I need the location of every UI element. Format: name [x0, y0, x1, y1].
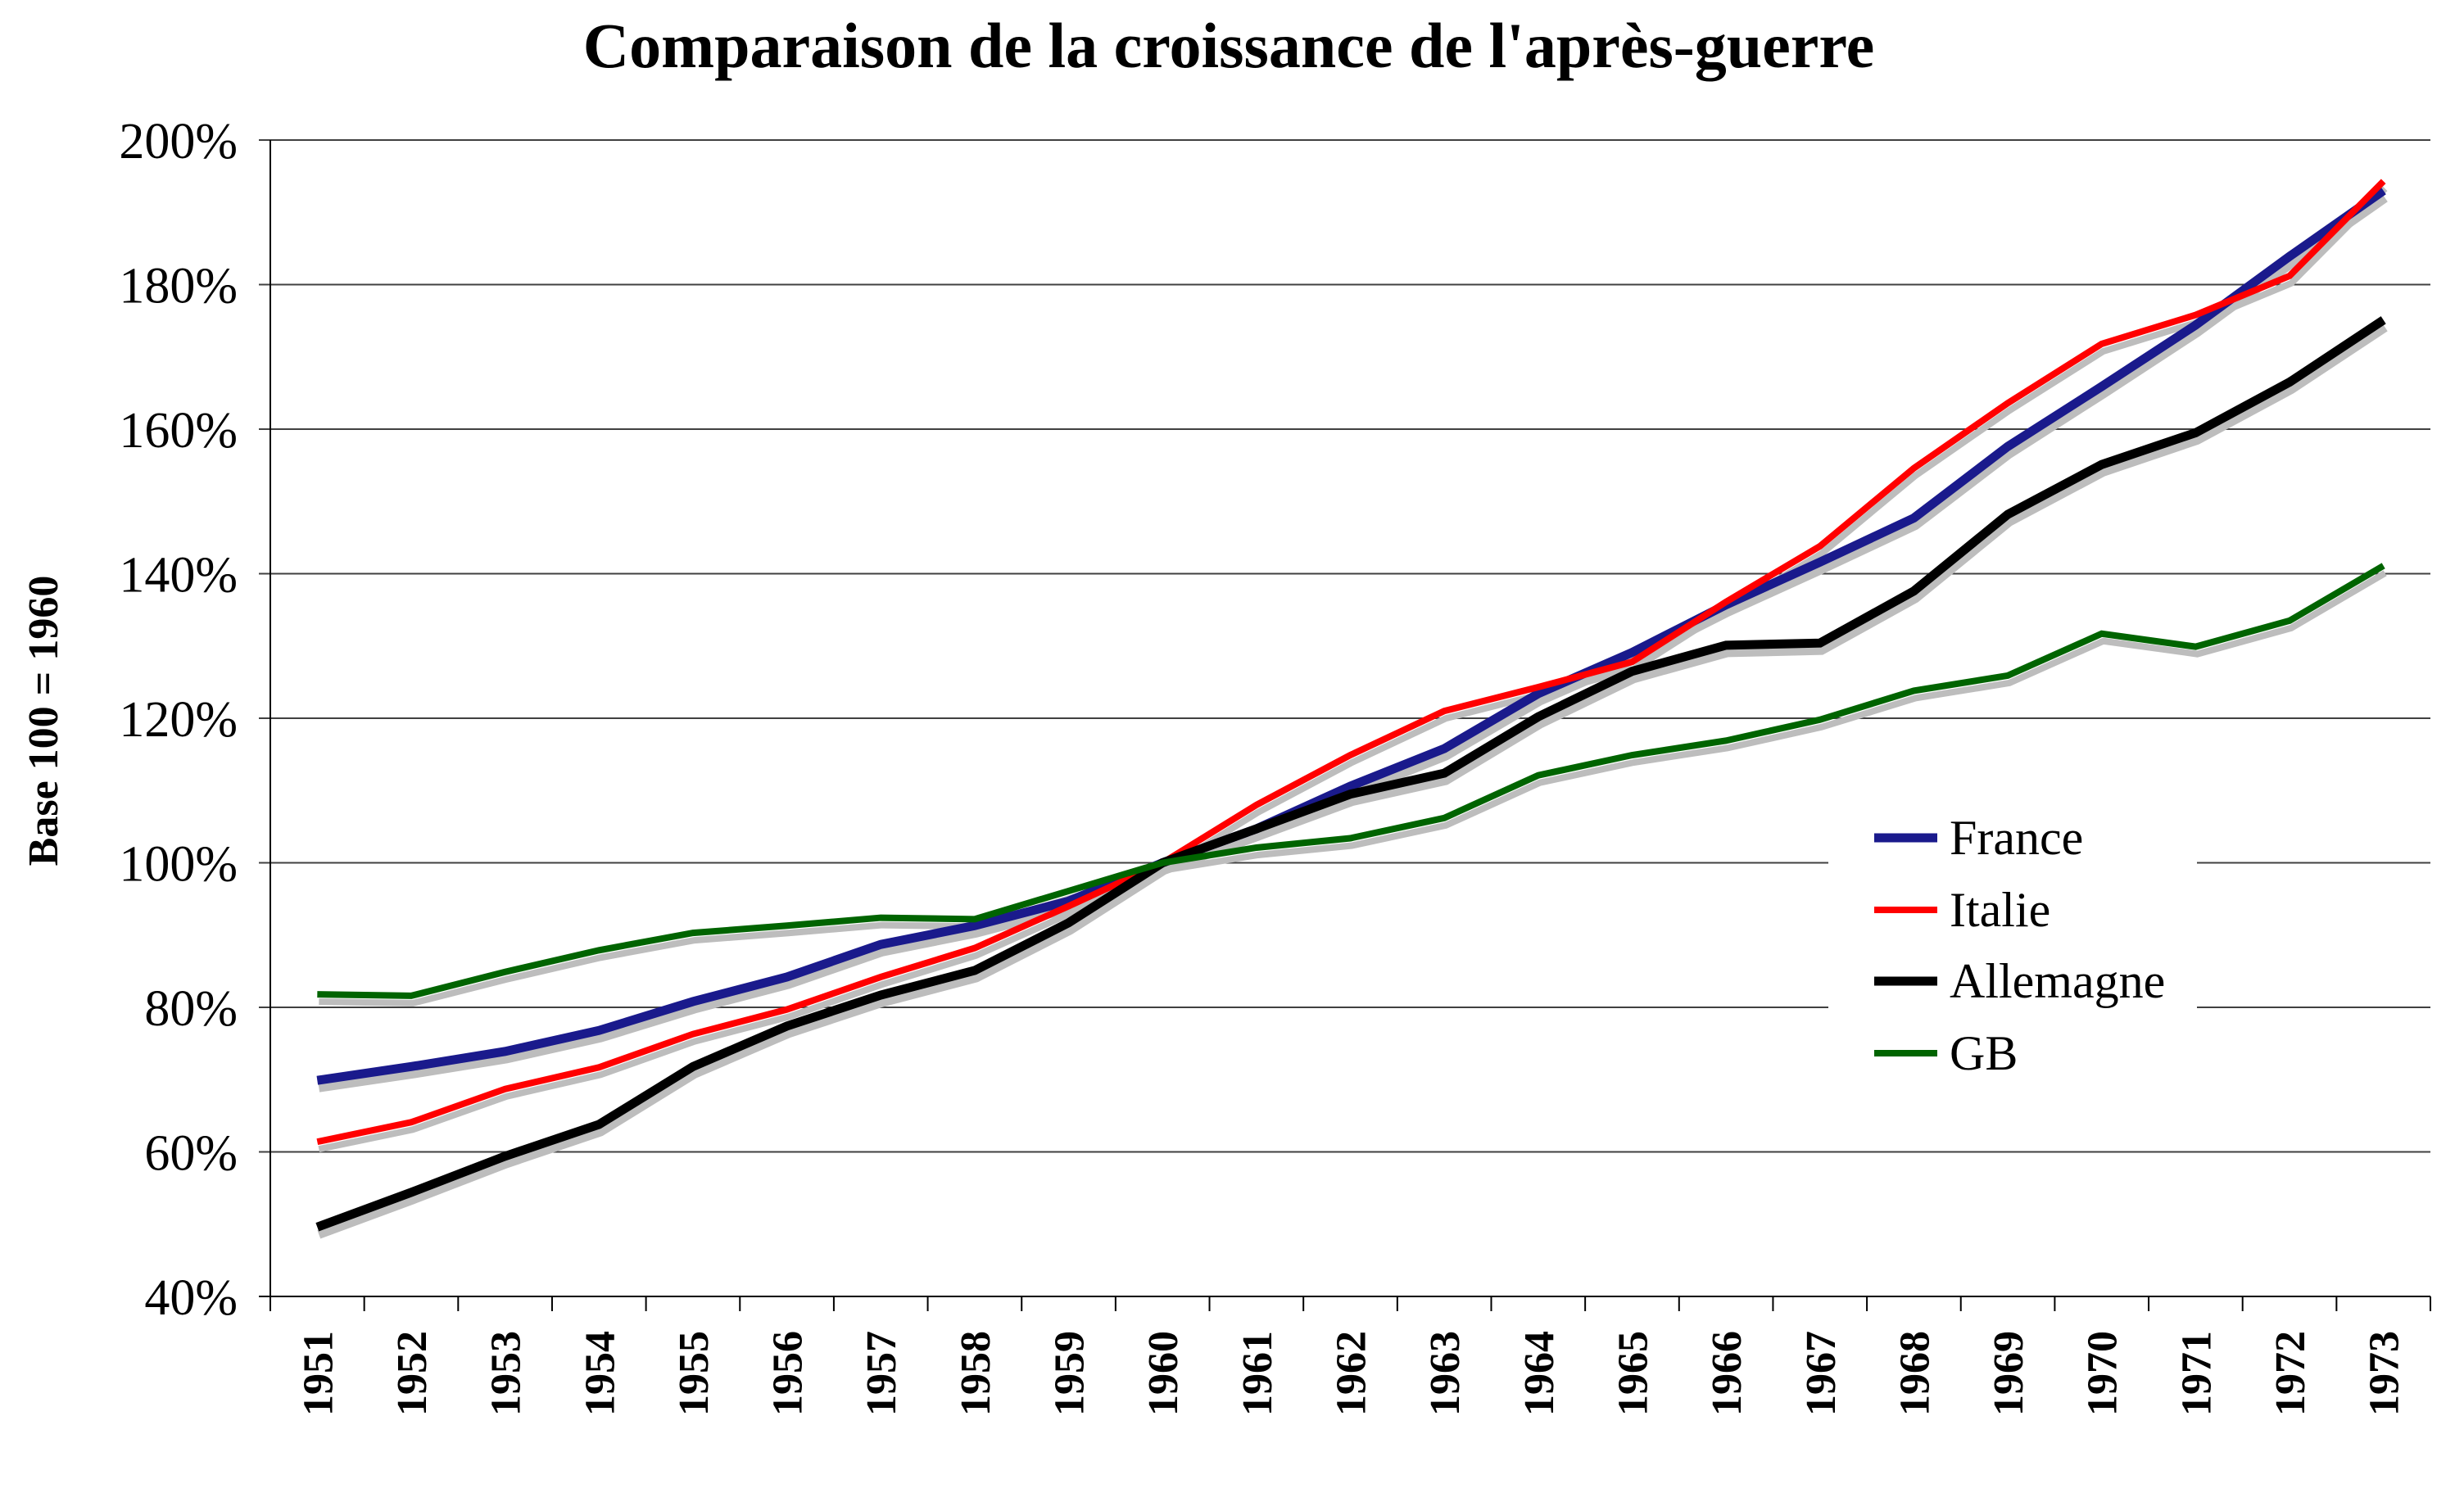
- series-line-italie: [316, 179, 2386, 1146]
- y-axis-label: Base 100 = 1960: [20, 576, 67, 866]
- x-tick-label: 1972: [2267, 1331, 2314, 1416]
- y-tick-label: 100%: [119, 837, 238, 893]
- y-tick-label: 80%: [144, 981, 238, 1037]
- x-tick-label: 1957: [858, 1331, 905, 1416]
- x-tick-label: 1962: [1329, 1331, 1375, 1416]
- x-tick-label: 1955: [671, 1331, 718, 1416]
- x-tick-label: 1963: [1422, 1331, 1469, 1416]
- x-tick-label: 1968: [1891, 1331, 1938, 1416]
- series-lines: [315, 179, 2386, 1232]
- y-tick-label: 120%: [119, 692, 238, 748]
- x-tick-label: 1971: [2173, 1331, 2220, 1416]
- series-shadow-italie: [318, 186, 2388, 1153]
- x-tick-label: 1965: [1610, 1331, 1656, 1416]
- y-tick-label: 200%: [119, 114, 238, 170]
- x-tick-label: 1973: [2362, 1331, 2408, 1416]
- series-line-gb: [317, 563, 2385, 999]
- x-tick-label: 1954: [577, 1331, 623, 1416]
- x-tick-label: 1969: [1986, 1331, 2032, 1416]
- legend-label-italie: Italie: [1950, 883, 2050, 937]
- series-line-france: [316, 187, 2386, 1085]
- y-tick-label: 40%: [144, 1270, 238, 1326]
- y-tick-label: 140%: [119, 548, 238, 604]
- gridlines: [259, 139, 2431, 1311]
- x-tick-label: 1956: [765, 1331, 812, 1416]
- x-tick-label: 1951: [295, 1331, 342, 1416]
- x-tick-label: 1970: [2080, 1331, 2127, 1416]
- x-tick-label: 1953: [483, 1331, 530, 1416]
- series-shadow-gb: [319, 570, 2387, 1007]
- x-tick-label: 1959: [1047, 1331, 1094, 1416]
- y-tick-label: 160%: [119, 403, 238, 459]
- legend: France Italie Allemagne GB: [1828, 799, 2197, 1081]
- x-tick-label: 1960: [1140, 1331, 1187, 1416]
- x-tick-label: 1961: [1234, 1331, 1281, 1416]
- x-tick-label: 1958: [953, 1331, 999, 1416]
- legend-box: [1828, 799, 2197, 1081]
- x-tick-labels: 1951 1952 1953 1954 1955 1956 1957 1958 1959 1960…: [295, 1331, 2407, 1416]
- x-tick-label: 1952: [389, 1331, 436, 1416]
- chart-title: Comparaison de la croissance de l'après-…: [583, 10, 1874, 81]
- x-tick-label: 1966: [1704, 1331, 1751, 1416]
- y-tick-labels: 40% 60% 80% 100% 120% 140% 160% 180% 200%: [119, 114, 238, 1326]
- legend-label-france: France: [1950, 811, 2083, 865]
- y-tick-label: 60%: [144, 1126, 238, 1182]
- series-shadow-allemagne: [317, 323, 2388, 1239]
- legend-label-allemagne: Allemagne: [1950, 954, 2165, 1008]
- y-tick-label: 180%: [119, 259, 238, 314]
- x-tick-label: 1967: [1798, 1331, 1845, 1416]
- legend-label-gb: GB: [1950, 1026, 2018, 1080]
- x-tick-label: 1964: [1516, 1331, 1563, 1416]
- series-line-allemagne: [315, 316, 2386, 1232]
